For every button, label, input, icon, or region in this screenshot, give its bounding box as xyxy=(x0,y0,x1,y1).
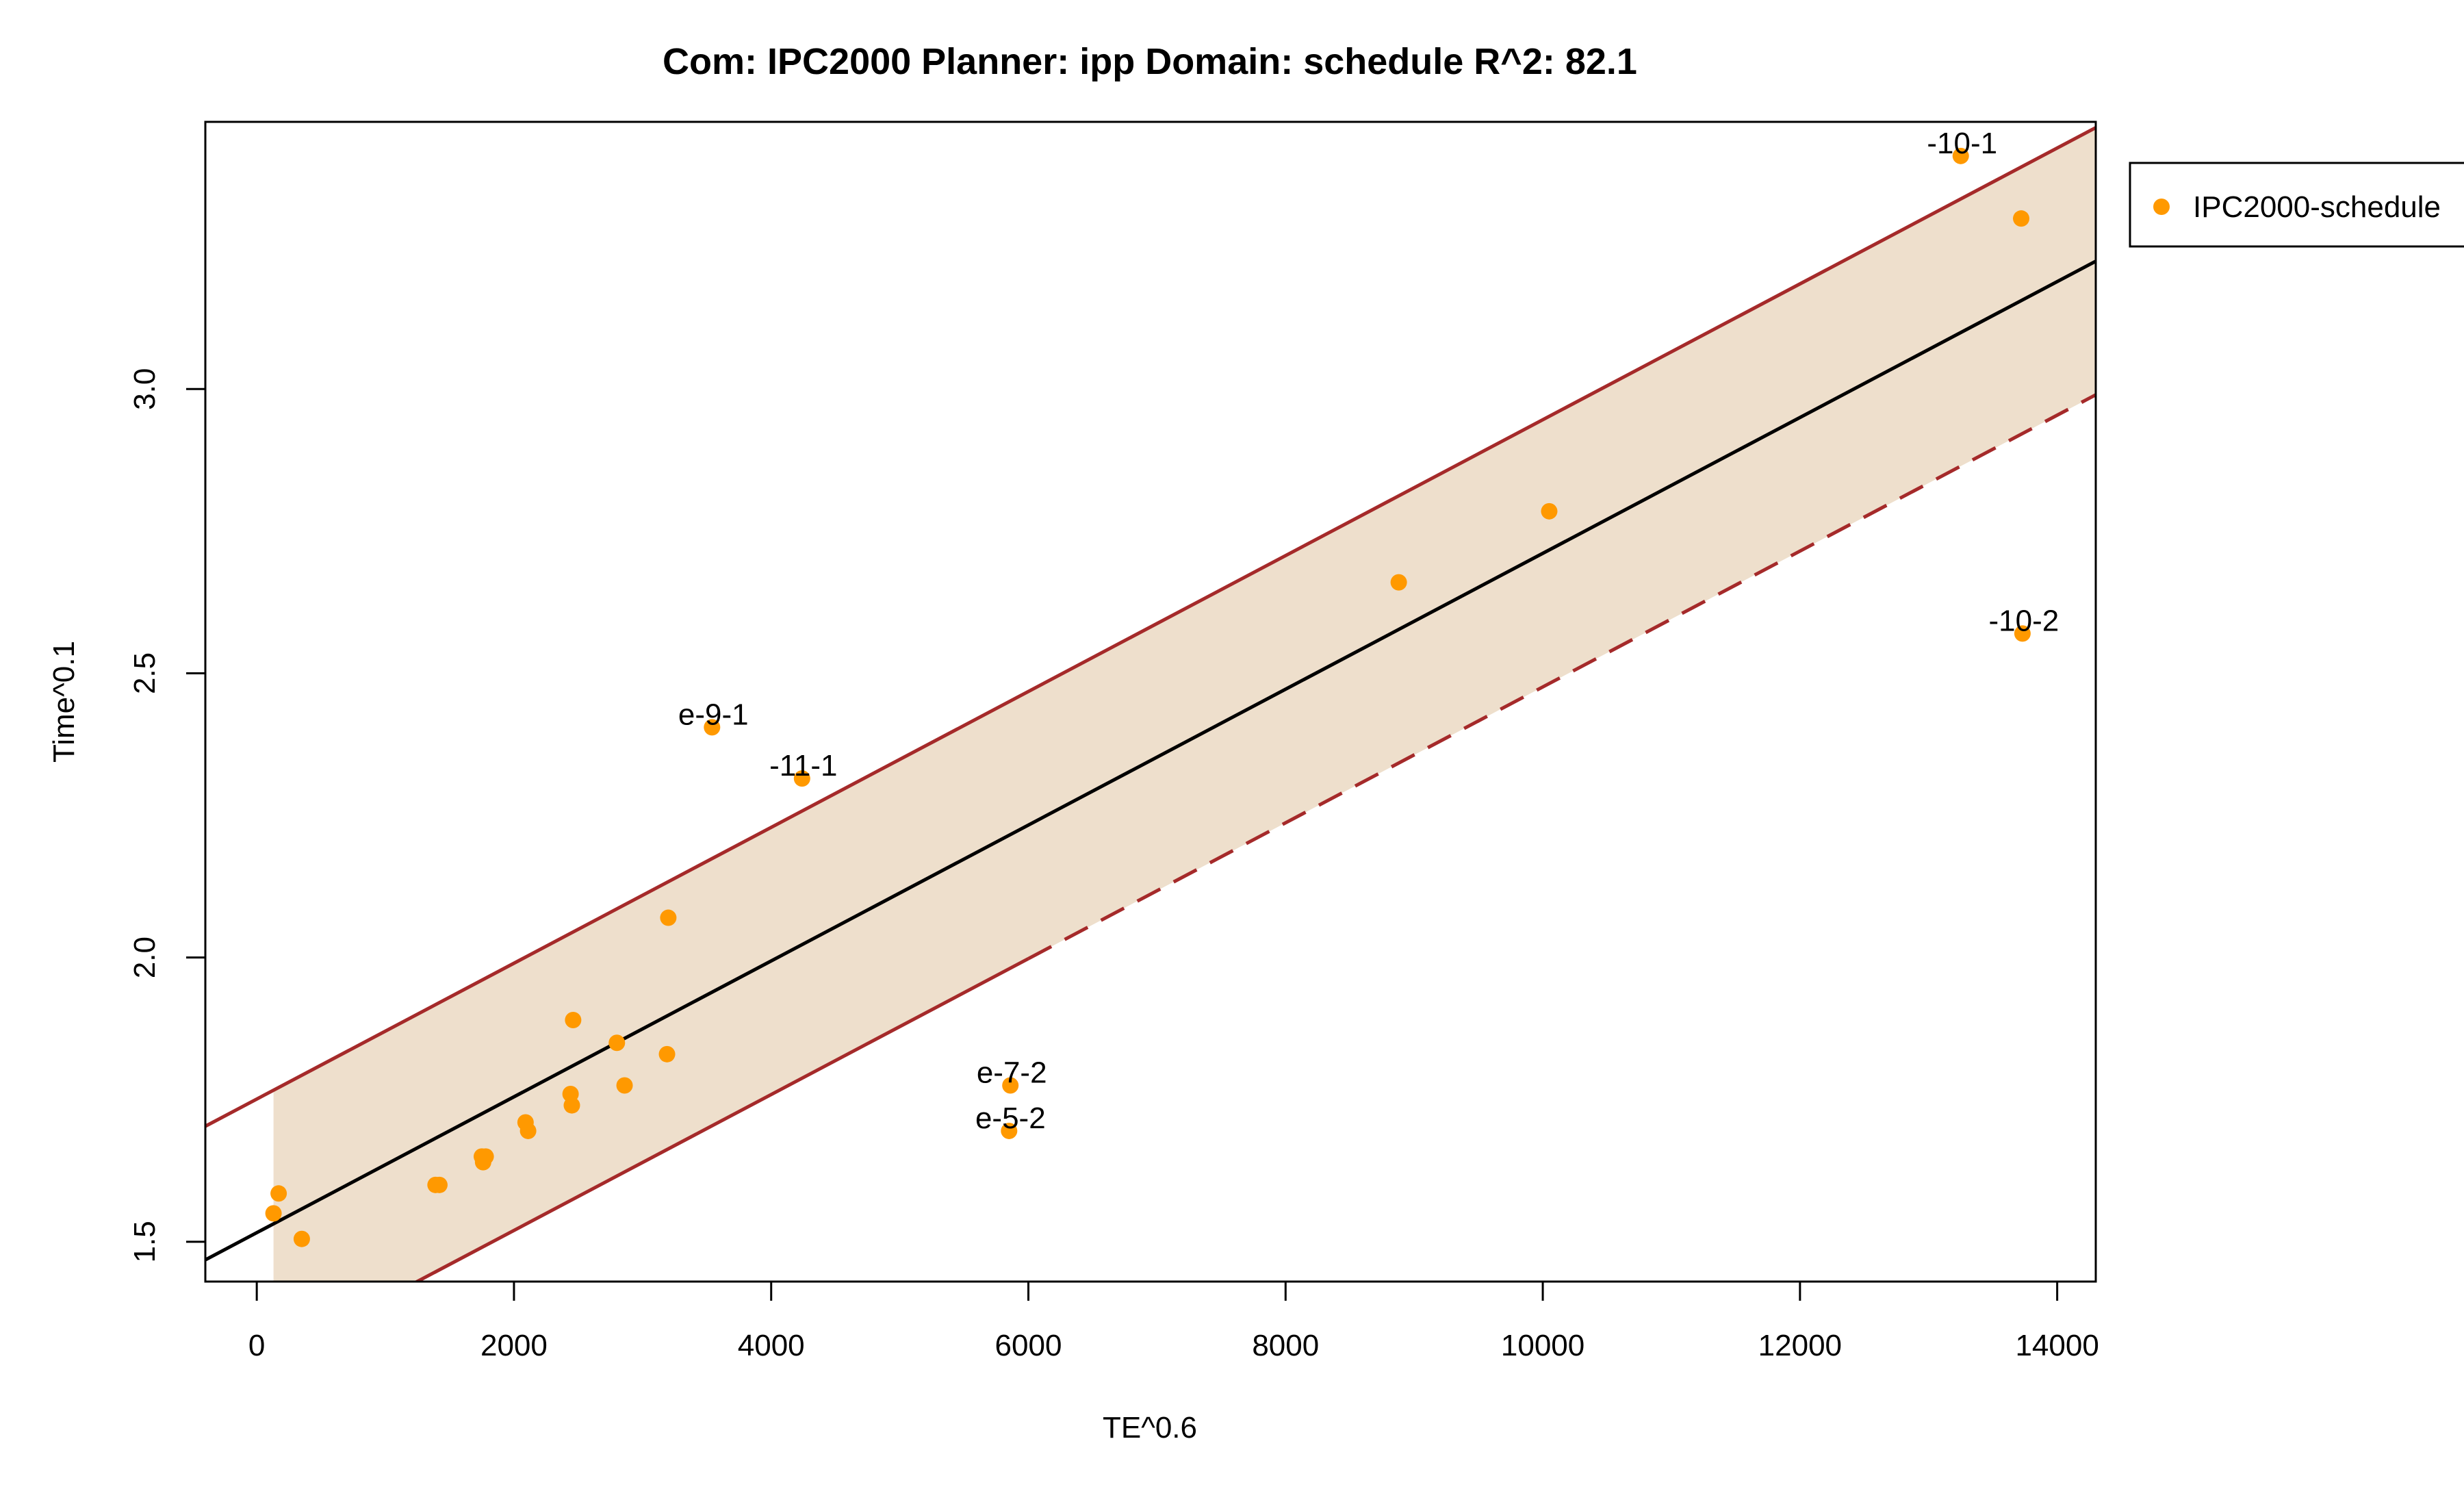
lower-band-line-dashed xyxy=(1027,393,2096,960)
data-point xyxy=(565,1012,582,1029)
data-points xyxy=(265,147,2031,1247)
y-tick-label: 1.5 xyxy=(128,1221,162,1262)
data-point xyxy=(793,770,810,787)
legend-box xyxy=(2129,162,2464,248)
data-point xyxy=(1541,502,1558,520)
upper-band-line xyxy=(205,126,2096,1128)
x-tick-label: 14000 xyxy=(2015,1329,2099,1362)
data-point xyxy=(608,1034,626,1052)
x-tick-label: 12000 xyxy=(1758,1329,1842,1362)
x-axis-label: TE^0.6 xyxy=(1103,1411,1197,1445)
data-point xyxy=(431,1176,448,1193)
data-point xyxy=(477,1148,494,1165)
chart-title: Com: IPC2000 Planner: ipp Domain: schedu… xyxy=(663,41,1637,82)
x-tick-label: 4000 xyxy=(738,1329,805,1362)
y-axis-label: Time^0.1 xyxy=(47,641,81,763)
legend-label: IPC2000-schedule xyxy=(2193,190,2441,224)
plot-area xyxy=(205,126,2096,1282)
data-point xyxy=(1390,574,1407,591)
x-axis: 0 2000 4000 6000 8000 10000 12000 14000 xyxy=(248,1280,2099,1362)
x-tick-label: 2000 xyxy=(480,1329,548,1362)
data-point xyxy=(519,1122,537,1139)
point-label: -11-1 xyxy=(769,749,837,782)
y-axis: 1.5 2.0 2.5 3.0 xyxy=(128,368,207,1262)
point-label: -10-1 xyxy=(1927,127,1997,160)
data-point xyxy=(704,719,721,736)
data-point xyxy=(293,1230,310,1247)
x-tick-label: 6000 xyxy=(995,1329,1062,1362)
x-tick-label: 8000 xyxy=(1252,1329,1319,1362)
lower-band-line xyxy=(413,957,1029,1282)
data-point xyxy=(2013,210,2030,227)
point-labels: e-9-1 -11-1 e-5-2 e-7-2 -10-1 -10-2 xyxy=(678,127,2059,1135)
point-label: e-5-2 xyxy=(975,1102,1046,1135)
y-tick-label: 2.5 xyxy=(128,652,162,694)
data-point xyxy=(1001,1122,1018,1139)
data-point xyxy=(1952,147,1969,164)
point-label: e-7-2 xyxy=(977,1056,1047,1090)
x-tick-label: 10000 xyxy=(1501,1329,1584,1362)
prediction-band xyxy=(273,127,2096,1282)
data-point xyxy=(1002,1077,1019,1094)
data-point xyxy=(265,1205,282,1222)
legend-marker xyxy=(2153,199,2170,215)
y-tick-label: 3.0 xyxy=(128,368,162,410)
x-tick-label: 0 xyxy=(248,1329,265,1362)
data-point xyxy=(563,1097,580,1114)
point-label: -10-2 xyxy=(1989,604,2059,637)
data-point xyxy=(616,1077,633,1094)
point-label: e-9-1 xyxy=(678,698,749,731)
data-point xyxy=(270,1185,287,1202)
y-tick-label: 2.0 xyxy=(128,937,162,978)
data-point xyxy=(660,909,677,926)
data-point xyxy=(2014,625,2031,642)
data-point xyxy=(658,1045,676,1062)
regression-line xyxy=(205,259,2096,1262)
legend: IPC2000-schedule xyxy=(2129,162,2464,248)
